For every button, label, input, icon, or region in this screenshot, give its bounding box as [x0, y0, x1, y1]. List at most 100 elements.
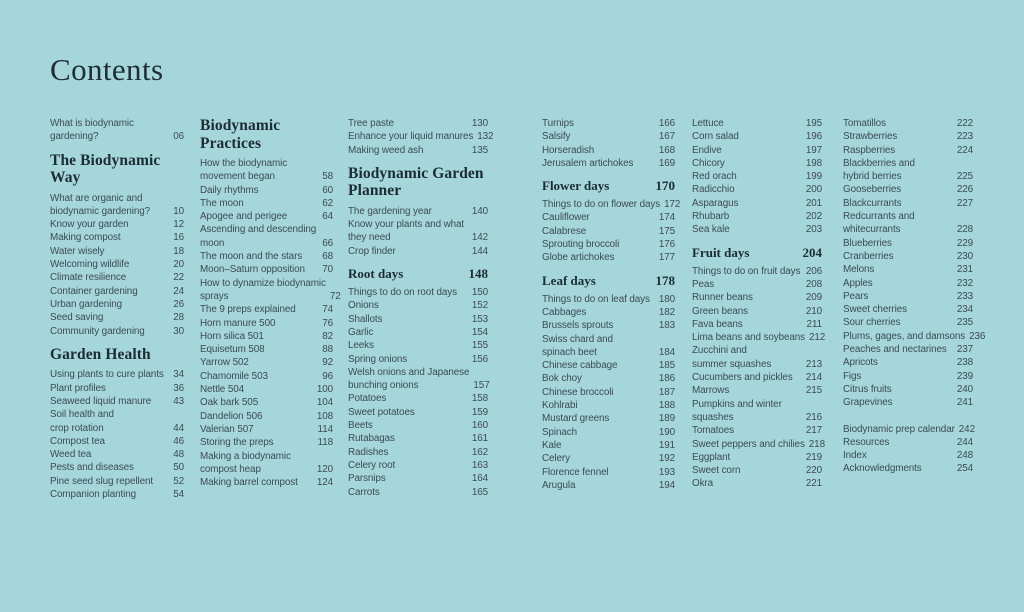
toc-entry: Enhance your liquid manures 132 — [348, 130, 493, 143]
toc-entry-label: Calabrese — [542, 225, 587, 237]
toc-entry: Things to do on flower days 172 — [542, 198, 680, 211]
toc-entry: Oak bark 505 104 — [200, 396, 333, 409]
toc-column-5: Lettuce 195 Corn salad 196 Endive 197 Chicory 1… — [692, 117, 825, 491]
toc-entry-label: Pests and diseases — [50, 462, 134, 474]
toc-entry-label: Zucchini and summer squashes — [692, 345, 772, 370]
toc-entry-label: Things to do on fruit days — [692, 265, 801, 277]
toc-entry-page-number: 175 — [658, 225, 675, 237]
toc-entry-page-number: 155 — [471, 340, 488, 352]
toc-entry: Spinach 190 — [542, 426, 675, 439]
toc-entry-label: Kohlrabi — [542, 400, 578, 412]
toc-entry-label: Sweet cherries — [843, 304, 907, 316]
toc-entry-label: Beets — [348, 420, 373, 432]
toc-entry: Making barrel compost 124 — [200, 476, 333, 489]
toc-entry-page-number: 142 — [471, 232, 488, 244]
toc-entry: Welsh onions and Japanese bunching onion… — [348, 366, 490, 393]
section-heading: Garden Health — [50, 345, 151, 363]
toc-entry-page-number: 159 — [471, 406, 488, 418]
toc-entry: Brussels sprouts 183 — [542, 319, 675, 332]
toc-entry-label: Apples — [843, 277, 873, 289]
toc-entry-page-number: 76 — [322, 317, 333, 329]
toc-entry: Sour cherries 235 — [843, 316, 973, 329]
toc-entry-page-number: 58 — [322, 171, 333, 183]
toc-entry-label: Sweet peppers and chilies — [692, 438, 805, 450]
toc-entry-label: Strawberries — [843, 131, 898, 143]
toc-column-4: Turnips 166 Salsify 167 Horseradish 168 Jerusa… — [542, 117, 680, 492]
toc-entry-label: Leeks — [348, 340, 374, 352]
toc-entry-label: The moon and the stars — [200, 251, 303, 263]
toc-entry: Shallots 153 — [348, 313, 488, 326]
toc-entry-label: Peas — [692, 278, 715, 290]
toc-entry-page-number: 60 — [322, 184, 333, 196]
toc-entry: The 9 preps explained 74 — [200, 303, 333, 316]
toc-entry-label: Blueberries — [843, 237, 892, 249]
toc-entry-page-number: 130 — [471, 118, 488, 129]
toc-entry-page-number: 185 — [658, 360, 675, 372]
toc-entry-label: Pumpkins and winter squashes — [692, 398, 782, 423]
toc-entry-label: Shallots — [348, 313, 383, 325]
toc-entry: Onions 152 — [348, 299, 488, 312]
toc-entry: Globe artichokes 177 — [542, 251, 675, 264]
toc-entry: Soil health and crop rotation 44 — [50, 408, 184, 435]
toc-entry: Know your garden 12 — [50, 218, 184, 231]
toc-entry: Runner beans 209 — [692, 291, 822, 304]
toc-entry-page-number: 248 — [956, 450, 973, 462]
toc-entry-page-number: 199 — [805, 171, 822, 183]
toc-entry: Chinese broccoli 187 — [542, 386, 675, 399]
toc-entry: The moon and the stars 68 — [200, 250, 333, 263]
toc-entry-page-number: 158 — [471, 393, 488, 405]
toc-entry-page-number: 88 — [322, 344, 333, 356]
toc-entry-label: Spinach — [542, 426, 577, 438]
toc-entry: Strawberries 223 — [843, 130, 973, 143]
toc-entry-page-number: 50 — [173, 462, 184, 474]
toc-entry: Acknowledgments 254 — [843, 462, 973, 475]
toc-entry: Sweet potatoes 159 — [348, 406, 488, 419]
toc-entry-label: Sweet potatoes — [348, 406, 415, 418]
toc-entry: Redcurrants and whitecurrants 228 — [843, 210, 973, 237]
toc-entry: Marrows 215 — [692, 384, 822, 397]
toc-entry: Water wisely 18 — [50, 245, 184, 258]
toc-entry-label: Bok choy — [542, 373, 582, 385]
toc-entry-page-number: 183 — [658, 320, 675, 332]
toc-entry: Pumpkins and winter squashes 216 — [692, 398, 822, 425]
toc-entry-label: Welsh onions and Japanese bunching onion… — [348, 366, 470, 392]
toc-entry-label: The 9 preps explained — [200, 304, 296, 316]
subsection-page-number: 148 — [468, 266, 489, 282]
toc-entry-label: What is biodynamic gardening? — [50, 118, 134, 143]
toc-entry-label: Making barrel compost — [200, 477, 298, 489]
toc-entry-label: Apricots — [843, 357, 878, 369]
toc-entry: Figs 239 — [843, 370, 973, 383]
toc-entry: Cabbages 182 — [542, 306, 675, 319]
subsection-heading: Flower days 170 — [542, 178, 675, 194]
toc-entry-label: Valerian 507 — [200, 423, 254, 435]
toc-entry: Horseradish 168 — [542, 144, 675, 157]
toc-entry: Kale 191 — [542, 439, 675, 452]
subsection-heading: Root days 148 — [348, 266, 488, 282]
toc-entry: Companion planting 54 — [50, 488, 184, 501]
toc-entry: Weed tea 48 — [50, 448, 184, 461]
toc-entry-page-number: 169 — [658, 157, 675, 169]
toc-entry-page-number: 224 — [956, 144, 973, 156]
toc-entry: Horn manure 500 76 — [200, 317, 333, 330]
toc-entry: Making compost 16 — [50, 231, 184, 244]
toc-entry-label: Salsify — [542, 131, 571, 143]
toc-entry-page-number: 48 — [173, 449, 184, 461]
subsection-heading-label: Root days — [348, 266, 404, 282]
toc-entry: Raspberries 224 — [843, 144, 973, 157]
toc-entry-page-number: 233 — [956, 290, 973, 302]
toc-entry: Making a biodynamic compost heap 120 — [200, 450, 333, 477]
toc-entry-label: Garlic — [348, 326, 374, 338]
toc-entry-page-number: 144 — [471, 245, 488, 257]
toc-entry-label: Know your plants and what they need — [348, 219, 465, 244]
toc-entry-label: Apogee and perigee — [200, 211, 288, 223]
toc-entry-label: Okra — [692, 478, 713, 490]
toc-entry-page-number: 216 — [805, 411, 822, 423]
toc-entry-page-number: 172 — [664, 199, 681, 211]
toc-entry: Sea kale 203 — [692, 223, 822, 236]
toc-entry-page-number: 234 — [956, 304, 973, 316]
toc-entry-label: Spring onions — [348, 353, 408, 365]
toc-entry-label: Urban gardening — [50, 298, 123, 310]
toc-entry-page-number: 92 — [322, 357, 333, 369]
toc-entry: Yarrow 502 92 — [200, 356, 333, 369]
toc-entry-label: Lima beans and soybeans — [692, 332, 805, 344]
